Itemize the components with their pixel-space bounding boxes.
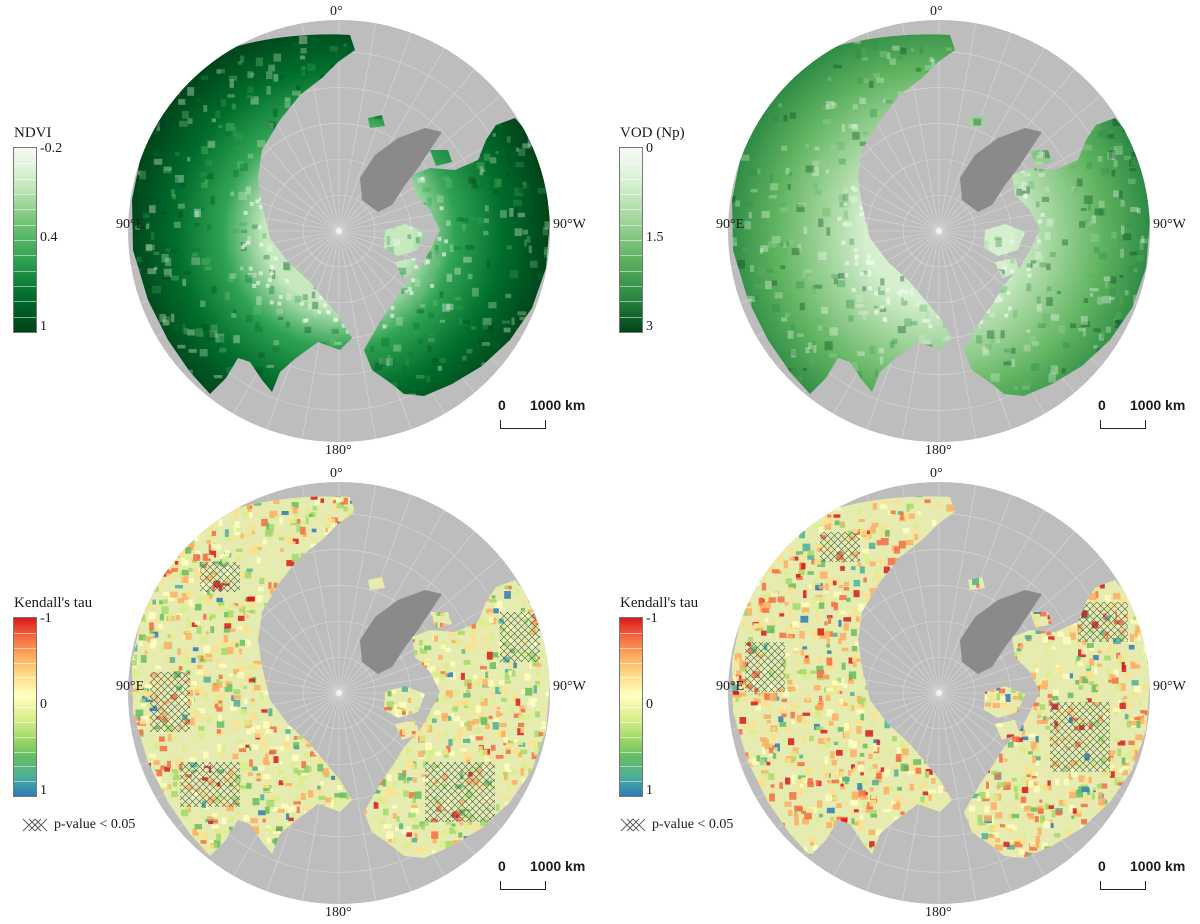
scale-bar: 0 1000 km bbox=[1098, 858, 1200, 898]
legend-tick: 0 bbox=[646, 697, 653, 713]
tau-ndvi-map-panel: 0° 90°E 90°W 180° Kendall's tau-1 0 1 p-value <… bbox=[0, 462, 600, 924]
legend-tick: -0.2 bbox=[40, 141, 62, 157]
meridian-label-bottom: 180° bbox=[925, 905, 952, 921]
legend-tick: 1 bbox=[40, 319, 47, 335]
meridian-label-right: 90°W bbox=[1153, 679, 1186, 695]
significance-hatch bbox=[180, 762, 240, 807]
legend-tick: -1 bbox=[40, 611, 52, 627]
legend-tick: 1 bbox=[40, 783, 47, 799]
meridian-label-right: 90°W bbox=[1153, 217, 1186, 233]
scale-bar-line bbox=[1100, 420, 1146, 429]
meridian-label-left: 90°E bbox=[716, 679, 744, 695]
legend-color-ramp bbox=[619, 617, 643, 797]
legend-color-ramp bbox=[619, 147, 643, 333]
legend-tick: 0 bbox=[646, 141, 653, 157]
legend-title: NDVI bbox=[14, 125, 52, 142]
pvalue-label: p-value < 0.05 bbox=[652, 817, 733, 833]
scale-zero: 0 bbox=[498, 397, 506, 413]
meridian-label-left: 90°E bbox=[716, 217, 744, 233]
scale-bar: 0 1000 km bbox=[1098, 397, 1200, 437]
meridian-label-top: 0° bbox=[930, 466, 943, 482]
meridian-label-top: 0° bbox=[330, 466, 343, 482]
scale-zero: 0 bbox=[1098, 397, 1106, 413]
legend-tick: 0.4 bbox=[40, 230, 58, 246]
pvalue-legend: p-value < 0.05 bbox=[620, 817, 733, 833]
ndvi-map-panel: 0° 90°E 90°W 180° NDVI-0.2 0.4 1 0 1000 km bbox=[0, 0, 600, 462]
tau-ndvi-polar-map bbox=[0, 462, 600, 924]
legend-color-ramp bbox=[13, 147, 37, 333]
meridian-label-left: 90°E bbox=[116, 679, 144, 695]
significance-hatch bbox=[1050, 702, 1110, 772]
meridian-label-top: 0° bbox=[930, 4, 943, 20]
significance-hatch bbox=[745, 642, 785, 692]
legend-tick: 3 bbox=[646, 319, 653, 335]
scale-bar: 0 1000 km bbox=[498, 397, 608, 437]
legend-title: Kendall's tau bbox=[620, 595, 698, 612]
significance-hatch bbox=[425, 762, 495, 822]
significance-hatch bbox=[150, 672, 190, 732]
scale-bar-line bbox=[500, 420, 546, 429]
scale-zero: 0 bbox=[1098, 858, 1106, 874]
meridian-label-right: 90°W bbox=[553, 217, 586, 233]
meridian-label-bottom: 180° bbox=[325, 443, 352, 459]
legend-tick: 1 bbox=[646, 783, 653, 799]
scale-zero: 0 bbox=[498, 858, 506, 874]
tau-vod-polar-map bbox=[600, 462, 1200, 924]
ndvi-polar-map bbox=[0, 0, 600, 462]
meridian-label-bottom: 180° bbox=[325, 905, 352, 921]
pvalue-legend: p-value < 0.05 bbox=[22, 817, 135, 833]
hatch-swatch-icon bbox=[620, 818, 646, 832]
meridian-label-bottom: 180° bbox=[925, 443, 952, 459]
legend-color-ramp bbox=[13, 617, 37, 797]
legend-tick: 0 bbox=[40, 697, 47, 713]
legend-tick: 1.5 bbox=[646, 230, 664, 246]
scale-bar-line bbox=[1100, 881, 1146, 890]
significance-hatch bbox=[500, 612, 540, 662]
scale-distance: 1000 km bbox=[530, 397, 585, 413]
significance-hatch bbox=[200, 562, 240, 592]
scale-bar: 0 1000 km bbox=[498, 858, 608, 898]
legend-tick: -1 bbox=[646, 611, 658, 627]
scale-distance: 1000 km bbox=[530, 858, 585, 874]
tau-vod-map-panel: 0° 90°E 90°W 180° Kendall's tau-1 0 1 p-value <… bbox=[600, 462, 1200, 924]
vod-polar-map bbox=[600, 0, 1200, 462]
significance-hatch bbox=[1078, 602, 1128, 642]
hatch-swatch-icon bbox=[22, 818, 48, 832]
legend-title: VOD (Np) bbox=[620, 125, 685, 142]
scale-distance: 1000 km bbox=[1130, 397, 1185, 413]
meridian-label-right: 90°W bbox=[553, 679, 586, 695]
pvalue-label: p-value < 0.05 bbox=[54, 817, 135, 833]
significance-hatch bbox=[820, 532, 860, 562]
scale-distance: 1000 km bbox=[1130, 858, 1185, 874]
meridian-label-top: 0° bbox=[330, 4, 343, 20]
scale-bar-line bbox=[500, 881, 546, 890]
meridian-label-left: 90°E bbox=[116, 217, 144, 233]
legend-title: Kendall's tau bbox=[14, 595, 92, 612]
